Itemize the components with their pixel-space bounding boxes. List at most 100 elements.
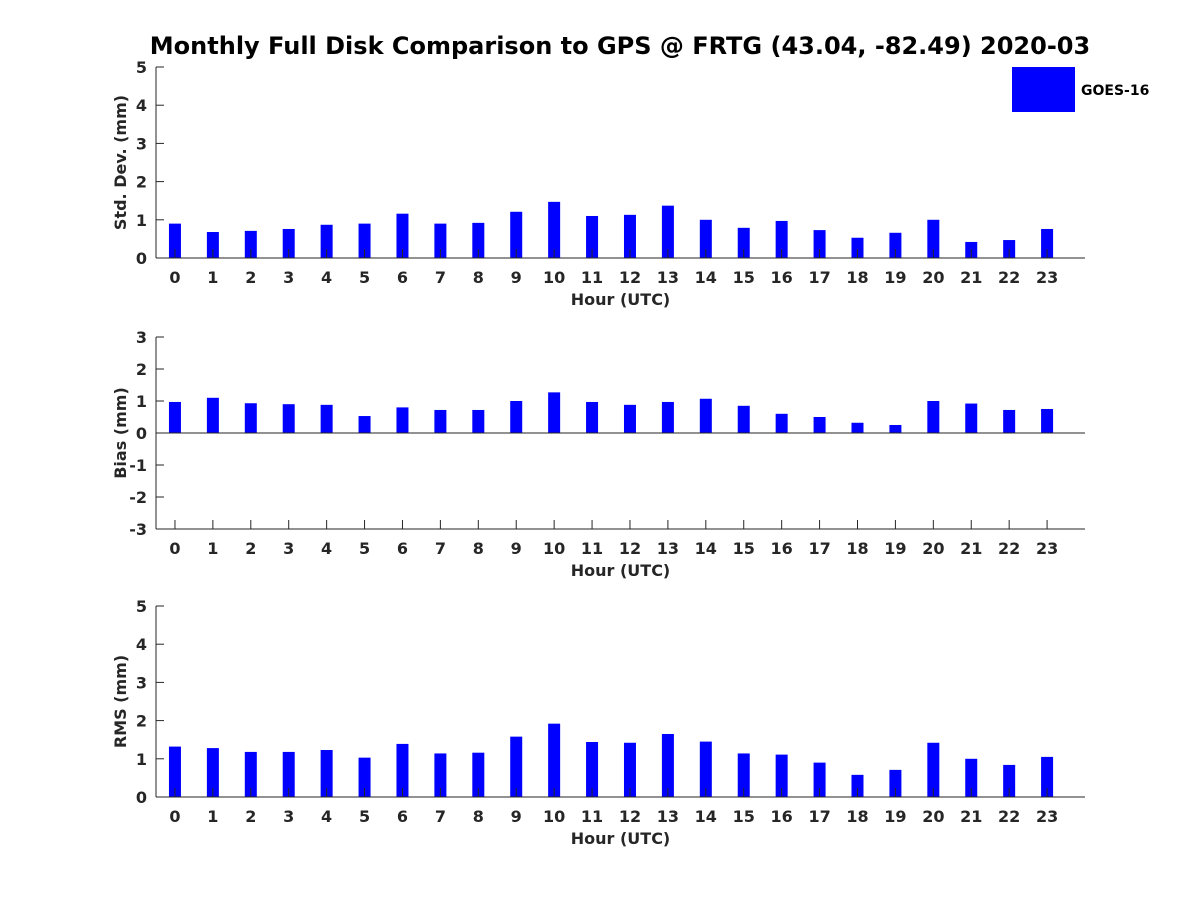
std-dev-xtick-label: 6 [397,268,408,287]
bias-bar-0 [168,401,181,433]
chart-title: Monthly Full Disk Comparison to GPS @ FR… [150,32,1090,60]
bias-bar-12 [623,404,636,433]
rms-bar-3 [282,751,295,797]
std-dev-xtick-label: 2 [245,268,256,287]
bias-xtick-label: 7 [435,539,446,558]
std-dev-bar-1 [206,232,219,258]
std-dev-bar-23 [1041,228,1054,258]
std-dev-bar-3 [282,228,295,258]
std-dev-ytick-label: 3 [136,134,147,153]
rms-bar-23 [1041,756,1054,797]
bias-bar-3 [282,404,295,433]
bias-bar-18 [851,422,864,433]
bias-bar-15 [737,405,750,433]
bias-bar-19 [889,425,902,433]
rms-xtick-label: 7 [435,807,446,826]
bias-bar-7 [434,409,447,433]
std-dev-bar-10 [548,201,561,258]
std-dev-bar-11 [586,215,599,258]
rms-bar-1 [206,748,219,797]
rms-bar-11 [586,741,599,797]
rms-xtick-label: 22 [998,807,1020,826]
bias-xtick-label: 4 [321,539,332,558]
rms-bar-16 [775,754,788,797]
bias-bar-9 [510,401,523,433]
bias-ytick-label: -2 [129,488,147,507]
bias-bar-1 [206,397,219,433]
bias-xtick-label: 11 [581,539,603,558]
rms-xtick-label: 17 [808,807,830,826]
std-dev-xtick-label: 19 [884,268,906,287]
std-dev-xtick-label: 16 [771,268,793,287]
bias-xtick-label: 23 [1036,539,1058,558]
bias-xtick-label: 12 [619,539,641,558]
std-dev-xtick-label: 5 [359,268,370,287]
std-dev-xtick-label: 13 [657,268,679,287]
std-dev-ytick-label: 2 [136,173,147,192]
rms-xtick-label: 20 [922,807,944,826]
rms-xtick-label: 12 [619,807,641,826]
std-dev-bar-20 [927,219,940,258]
std-dev-xtick-label: 3 [283,268,294,287]
std-dev-bar-7 [434,223,447,258]
bias-bar-10 [548,392,561,433]
rms-bar-6 [396,743,409,797]
std-dev-xtick-label: 22 [998,268,1020,287]
rms-xtick-label: 16 [771,807,793,826]
std-dev-xtick-label: 15 [733,268,755,287]
std-dev-xtick-label: 7 [435,268,446,287]
bias-bar-22 [1003,409,1016,433]
bias-xtick-label: 22 [998,539,1020,558]
rms-xtick-label: 5 [359,807,370,826]
bias-xtick-label: 18 [846,539,868,558]
rms-xtick-label: 1 [207,807,218,826]
bias-bar-11 [586,401,599,433]
bias-ytick-label: 1 [136,392,147,411]
rms-xtick-label: 6 [397,807,408,826]
rms-bar-2 [244,751,257,797]
bias-xtick-label: 13 [657,539,679,558]
std-dev-ytick-label: 1 [136,211,147,230]
rms-xtick-label: 11 [581,807,603,826]
rms-ytick-label: 3 [136,673,147,692]
rms-ytick-label: 2 [136,712,147,731]
bias-bar-14 [699,398,712,433]
rms-bar-21 [965,758,978,797]
bias-xtick-label: 17 [808,539,830,558]
bias-ytick-label: -3 [129,520,147,539]
std-dev-ytick-label: 5 [136,58,147,77]
rms-bar-20 [927,742,940,797]
std-dev-bar-8 [472,222,485,258]
bias-xtick-label: 3 [283,539,294,558]
bias-ytick-label: -1 [129,456,147,475]
std-dev-bar-14 [699,219,712,258]
bias-bar-4 [320,404,333,433]
bias-bar-2 [244,403,257,433]
rms-bar-12 [623,742,636,797]
bias-xtick-label: 10 [543,539,565,558]
std-dev-xtick-label: 12 [619,268,641,287]
rms-bar-9 [510,736,523,797]
std-dev-xtick-label: 21 [960,268,982,287]
rms-bar-13 [661,733,674,797]
rms-bar-17 [813,762,826,797]
rms-bar-4 [320,750,333,797]
bias-ytick-label: 3 [136,328,147,347]
std-dev-xtick-label: 8 [473,268,484,287]
rms-bar-14 [699,741,712,797]
std-dev-bar-18 [851,237,864,258]
std-dev-bar-2 [244,230,257,258]
bias-xtick-label: 14 [695,539,717,558]
std-dev-bar-9 [510,211,523,258]
bias-xtick-label: 2 [245,539,256,558]
std-dev-ylabel: Std. Dev. (mm) [111,95,130,230]
std-dev-bar-12 [623,214,636,258]
bias-xtick-label: 9 [511,539,522,558]
rms-bar-5 [358,757,371,797]
std-dev-bar-4 [320,224,333,258]
std-dev-xlabel: Hour (UTC) [571,290,671,309]
